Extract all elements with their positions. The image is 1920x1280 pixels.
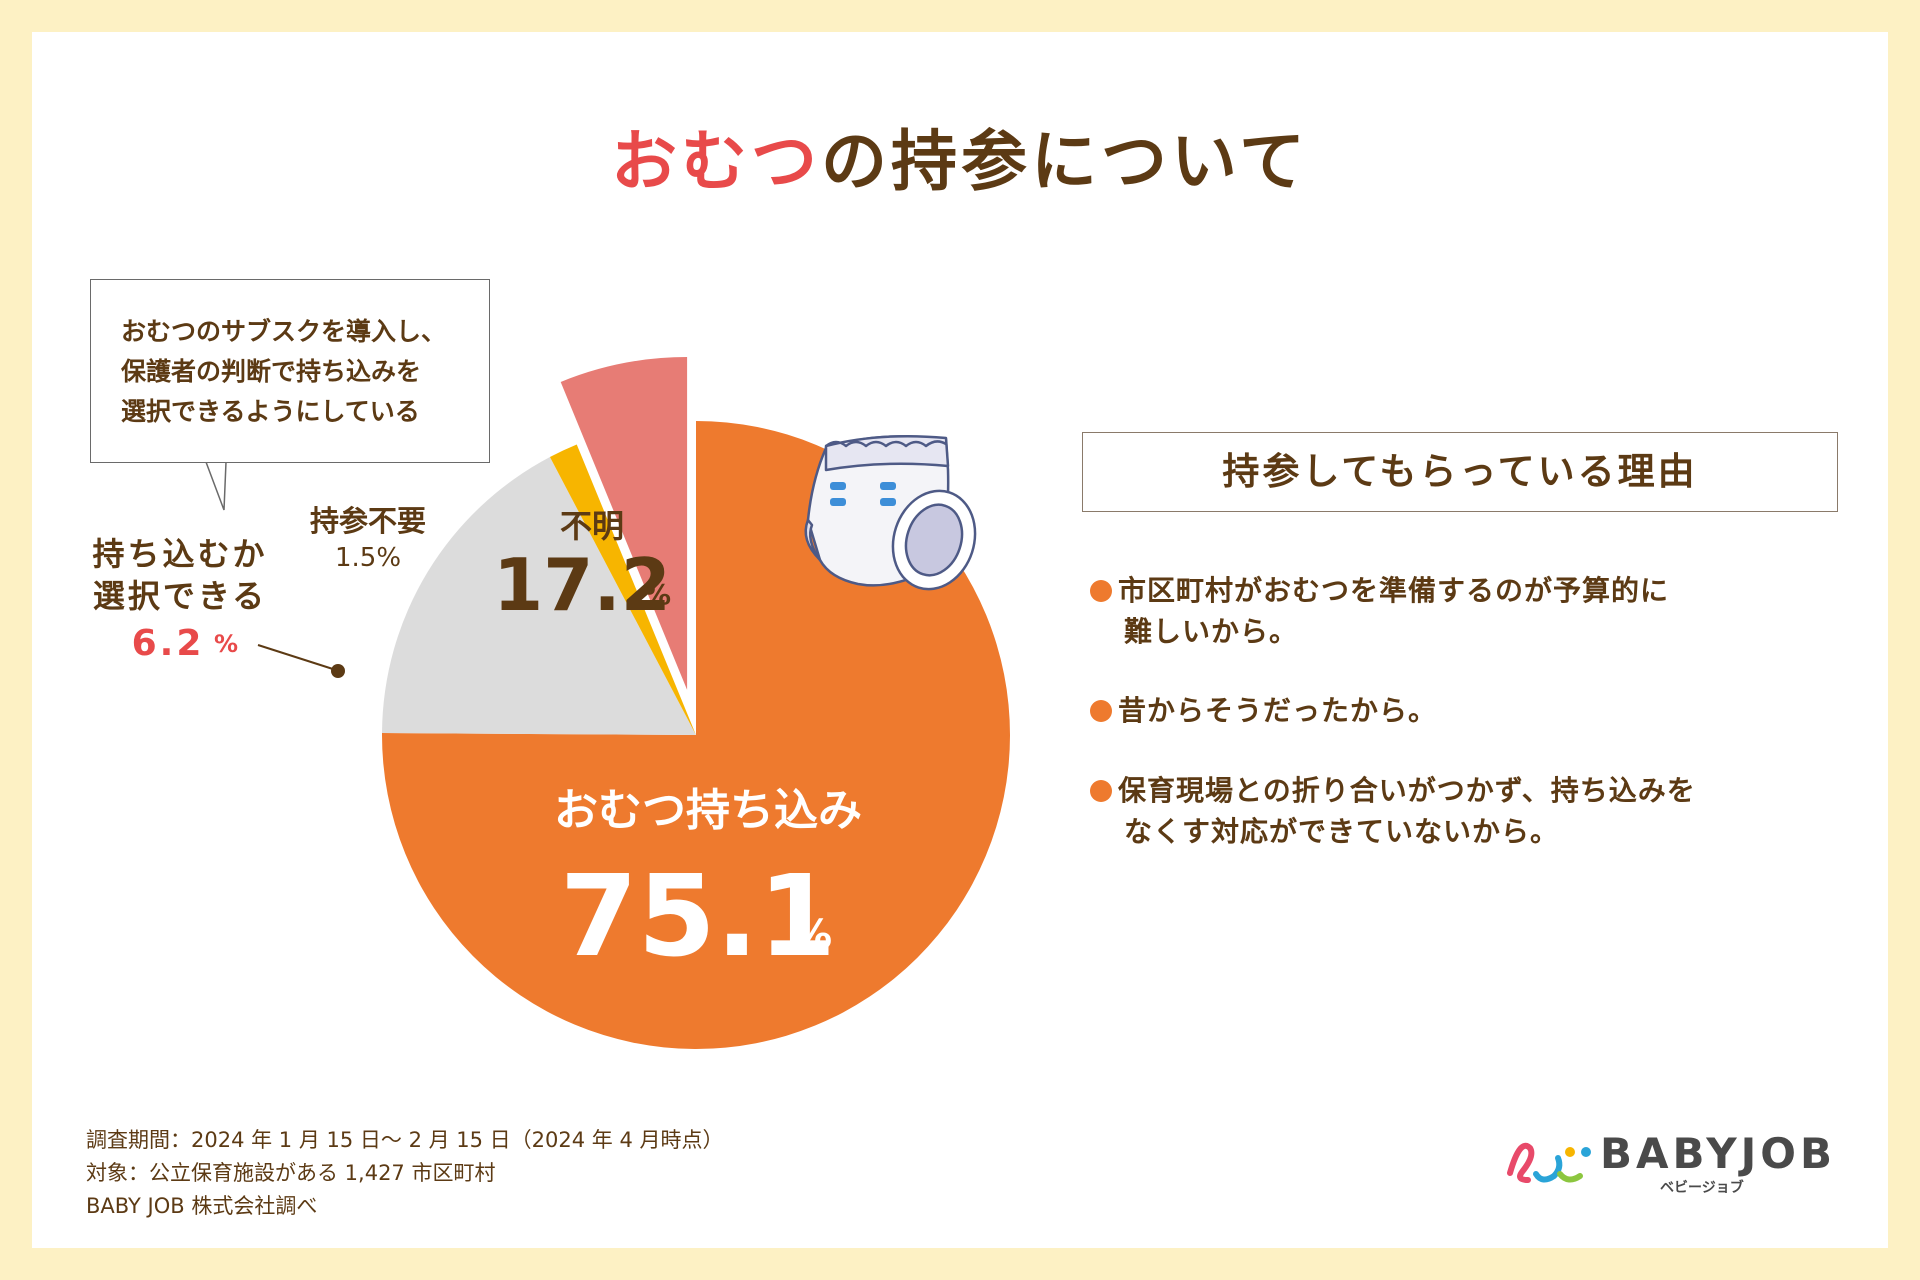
reason-item-3: 保育現場との折り合いがつかず、持ち込みを なくす対応ができていないから。 <box>1090 770 1850 852</box>
label-choice-value: 6.2 <box>132 623 205 664</box>
reason-2-line1: 昔からそうだったから。 <box>1118 694 1438 727</box>
diaper-icon <box>804 434 977 591</box>
reason-item-1: 市区町村がおむつを準備するのが予算的に 難しいから。 <box>1090 570 1850 652</box>
babyjob-logo-icon <box>1507 1142 1591 1183</box>
label-unknown-name: 不明 <box>560 507 624 545</box>
callout-tail <box>204 461 227 511</box>
logo-name: BABYJOB <box>1600 1129 1836 1178</box>
footer-source: BABY JOB 株式会社調べ <box>86 1194 318 1218</box>
label-notneeded-name: 持参不要 <box>310 504 426 538</box>
logo-subtitle: ベビージョブ <box>1660 1180 1744 1196</box>
bullet-dot-icon <box>1090 780 1112 802</box>
pie-slice-3 <box>560 357 688 690</box>
reasons-heading: 持参してもらっている理由 <box>1082 432 1838 512</box>
reason-3-line1: 保育現場との折り合いがつかず、持ち込みを <box>1118 774 1696 807</box>
bullet-dot-icon <box>1090 580 1112 602</box>
footer-notes: 調査期間：2024 年 1 月 15 日〜 2 月 15 日（2024 年 4 … <box>86 1124 724 1223</box>
callout-line-3: 選択できるようにしている <box>121 397 420 426</box>
choice-leader-line <box>257 644 337 671</box>
reason-item-2: 昔からそうだったから。 <box>1090 690 1850 731</box>
title-accent: おむつ <box>610 123 821 200</box>
bullet-dot-icon <box>1090 700 1112 722</box>
label-main-unit: % <box>792 912 832 958</box>
choice-leader-dot <box>331 664 345 678</box>
pie-slice-2 <box>549 444 696 735</box>
footer-target: 対象：公立保育施設がある 1,427 市区町村 <box>86 1161 496 1185</box>
title-rest: の持参について <box>820 123 1310 200</box>
reason-1-line2: 難しいから。 <box>1124 615 1299 648</box>
label-unknown-unit: % <box>643 578 671 611</box>
reason-3-line2: なくす対応ができていないから。 <box>1124 815 1560 848</box>
label-main-name: おむつ持ち込み <box>554 785 862 836</box>
reason-1-line1: 市区町村がおむつを準備するのが予算的に <box>1118 574 1670 607</box>
callout-line-1: おむつのサブスクを導入し、 <box>121 317 447 346</box>
label-choice-line2: 選択できる <box>93 577 267 615</box>
callout-line-2: 保護者の判断で持ち込みを <box>121 357 422 386</box>
pie-slice-1 <box>382 457 696 735</box>
label-main-value: 75.1 <box>560 852 836 982</box>
label-notneeded-value: 1.5% <box>335 543 401 573</box>
footer-period: 調査期間：2024 年 1 月 15 日〜 2 月 15 日（2024 年 4 … <box>86 1128 724 1152</box>
page-title: おむつの持参について <box>0 108 1920 204</box>
callout-box: おむつのサブスクを導入し、 保護者の判断で持ち込みを 選択できるようにしている <box>90 279 490 463</box>
label-choice-unit: % <box>214 630 238 658</box>
label-unknown-value: 17.2 <box>493 543 671 627</box>
label-choice-line1: 持ち込むか <box>92 535 267 573</box>
